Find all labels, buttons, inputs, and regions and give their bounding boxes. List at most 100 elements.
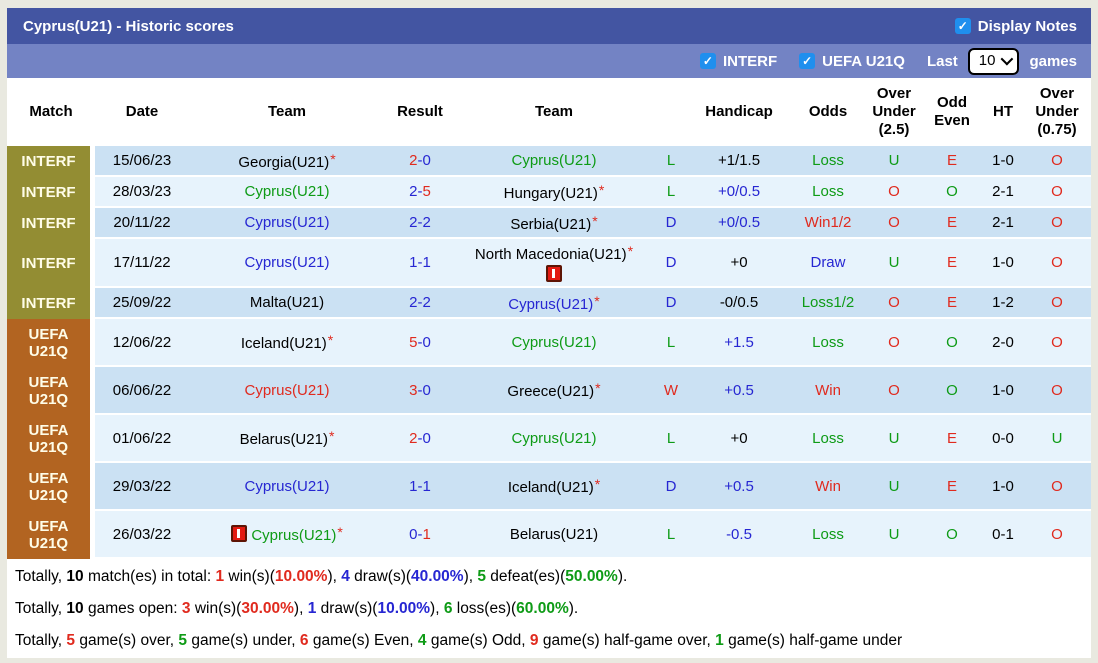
summary-segment: 3 bbox=[181, 600, 191, 617]
team-name: Serbia(U21) bbox=[510, 215, 592, 233]
date-cell-value: 12/06/22 bbox=[112, 333, 172, 351]
over-under-075-cell: O bbox=[1023, 319, 1091, 367]
team-cell: Cyprus(U21)* bbox=[189, 511, 385, 559]
over-under-25-cell: O bbox=[867, 288, 921, 319]
over-under-25-cell-value: U bbox=[888, 254, 900, 271]
score-cell: 2-0 bbox=[385, 146, 455, 177]
over-under-075-cell-value: O bbox=[1051, 152, 1063, 169]
display-notes-control: ✓ Display Notes bbox=[954, 17, 1077, 35]
summary-segment: draw(s)( bbox=[316, 600, 378, 617]
score-cell: 2-2 bbox=[385, 208, 455, 239]
date-cell-value: 29/03/22 bbox=[112, 477, 172, 495]
date-cell-value: 06/06/22 bbox=[112, 381, 172, 399]
team-name: Cyprus(U21) bbox=[508, 295, 594, 313]
summary-segment: ), bbox=[430, 600, 444, 617]
team-cell: Belarus(U21) bbox=[455, 511, 653, 559]
odds-cell: Loss bbox=[789, 146, 867, 177]
ht-score-cell-value: 1-0 bbox=[992, 152, 1014, 169]
ht-score-cell-value: 1-0 bbox=[992, 254, 1014, 271]
result-letter-cell-value: D bbox=[665, 254, 677, 271]
team-cell: Cyprus(U21) bbox=[455, 146, 653, 177]
odd-even-cell: E bbox=[921, 463, 983, 511]
team-name: Iceland(U21) bbox=[240, 335, 327, 352]
filter-bar: ✓ INTERF ✓ UEFA U21Q Last 10 games bbox=[7, 44, 1091, 78]
ht-score-cell: 1-2 bbox=[983, 288, 1023, 319]
away-score: 0 bbox=[422, 429, 431, 447]
handicap-cell: +0 bbox=[689, 239, 789, 288]
odds-cell: Win bbox=[789, 463, 867, 511]
ht-score-cell-value: 1-2 bbox=[992, 294, 1014, 311]
ht-score-cell-value: 0-0 bbox=[992, 429, 1014, 447]
team-name: Cyprus(U21) bbox=[244, 183, 330, 200]
display-notes-label: Display Notes bbox=[977, 17, 1077, 35]
asterisk-marker: * bbox=[592, 212, 598, 229]
team-cell: Cyprus(U21) bbox=[189, 367, 385, 415]
over-under-25-cell-value: O bbox=[888, 381, 900, 399]
column-header: Odds bbox=[789, 78, 867, 146]
column-header: Odd Even bbox=[921, 78, 983, 146]
over-under-25-cell: O bbox=[867, 208, 921, 239]
score-cell: 2-0 bbox=[385, 415, 455, 463]
summary-segment: game(s) half-game over, bbox=[538, 632, 716, 649]
interf-checkbox[interactable]: ✓ bbox=[699, 53, 716, 69]
ht-score-cell: 1-0 bbox=[983, 463, 1023, 511]
summary-segment: ), bbox=[463, 568, 478, 585]
team-name: Hungary(U21) bbox=[503, 184, 598, 202]
competition-cell: INTERF bbox=[7, 146, 95, 177]
asterisk-marker: * bbox=[328, 428, 335, 444]
over-under-25-cell: O bbox=[867, 367, 921, 415]
summary-segment: 6 bbox=[299, 632, 309, 649]
check-icon: ✓ bbox=[957, 19, 968, 33]
score-cell: 5-0 bbox=[385, 319, 455, 367]
column-header: Over Under (0.75) bbox=[1023, 78, 1091, 146]
chevron-down-icon bbox=[1001, 52, 1014, 66]
result-letter-cell: W bbox=[653, 367, 689, 415]
ht-score-cell: 2-1 bbox=[983, 177, 1023, 208]
display-notes-checkbox[interactable]: ✓ bbox=[954, 18, 971, 34]
summary-segment: 60.00% bbox=[516, 600, 569, 617]
over-under-075-cell-value: O bbox=[1051, 294, 1063, 311]
result-letter-cell-value: L bbox=[666, 152, 676, 169]
summary-segment: 5 bbox=[178, 632, 188, 649]
table-row: UEFA U21Q 29/03/22 Cyprus(U21) 1-1 Iceland(U… bbox=[7, 463, 1091, 511]
over-under-075-cell: O bbox=[1023, 511, 1091, 559]
team-cell: North Macedonia(U21)* bbox=[455, 239, 653, 288]
uefa-checkbox[interactable]: ✓ bbox=[799, 53, 816, 69]
summary-segment: draw(s)( bbox=[349, 568, 412, 585]
last-games-select[interactable]: 10 bbox=[967, 47, 1020, 75]
handicap-cell-value: +0 bbox=[730, 254, 748, 271]
score-separator: - bbox=[417, 152, 423, 169]
away-score: 2 bbox=[422, 294, 431, 311]
summary-segment: Totally, bbox=[15, 632, 67, 649]
team-name: Cyprus(U21) bbox=[244, 477, 330, 495]
away-score: 1 bbox=[422, 477, 431, 495]
away-score: 0 bbox=[422, 152, 431, 169]
result-letter-cell: D bbox=[653, 463, 689, 511]
handicap-cell: +0/0.5 bbox=[689, 208, 789, 239]
summary-segment: games open: bbox=[83, 600, 182, 617]
team-cell: Malta(U21) bbox=[189, 288, 385, 319]
result-letter-cell: D bbox=[653, 239, 689, 288]
score-separator: - bbox=[417, 183, 423, 200]
team-cell: Cyprus(U21) bbox=[455, 319, 653, 367]
team-name: Cyprus(U21) bbox=[511, 429, 597, 447]
odd-even-cell-value: E bbox=[946, 477, 957, 495]
over-under-075-cell: U bbox=[1023, 415, 1091, 463]
over-under-25-cell: U bbox=[867, 463, 921, 511]
home-score: 2 bbox=[409, 214, 418, 231]
odds-cell: Loss bbox=[789, 177, 867, 208]
handicap-cell: +0.5 bbox=[689, 367, 789, 415]
team-name: Cyprus(U21) bbox=[244, 254, 330, 271]
over-under-075-cell-value: O bbox=[1051, 333, 1063, 351]
table-row: UEFA U21Q 01/06/22 Belarus(U21)* 2-0 Cyprus(… bbox=[7, 415, 1091, 463]
asterisk-marker: * bbox=[330, 150, 336, 167]
page-title: Cyprus(U21) - Historic scores bbox=[23, 17, 234, 35]
summary-segment: 6 bbox=[443, 600, 453, 617]
odd-even-cell-value: E bbox=[946, 254, 957, 271]
odd-even-cell-value: E bbox=[946, 294, 957, 311]
odds-cell-value: Loss1/2 bbox=[801, 294, 855, 311]
date-cell: 17/11/22 bbox=[95, 239, 189, 288]
table-row: INTERF 20/11/22 Cyprus(U21) 2-2 Serbia(U21)*… bbox=[7, 208, 1091, 239]
home-score: 2 bbox=[409, 429, 418, 447]
red-card-icon bbox=[231, 525, 248, 542]
